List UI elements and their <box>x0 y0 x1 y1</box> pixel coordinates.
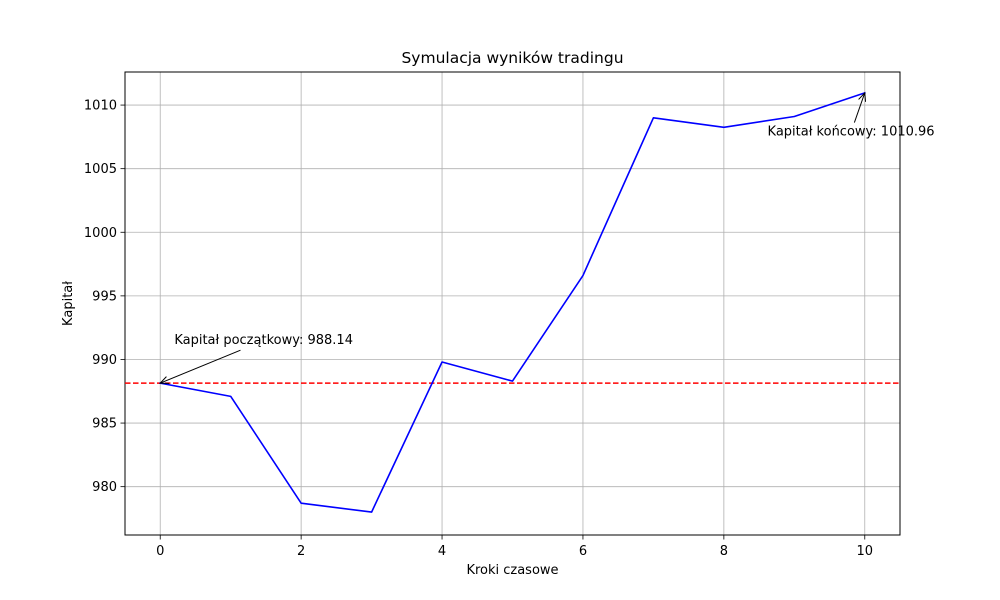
x-axis-label: Kroki czasowe <box>466 563 558 578</box>
series-group <box>159 91 866 513</box>
x-tick-label: 8 <box>720 544 728 559</box>
annotation-arrow-shaft <box>853 92 866 123</box>
x-tick-label: 0 <box>156 544 164 559</box>
x-tick-label: 6 <box>579 544 587 559</box>
annotation-arrow-head <box>858 91 867 102</box>
annotation-label: Kapitał początkowy: 988.14 <box>174 333 353 348</box>
grid <box>125 72 900 535</box>
plot-area <box>124 71 901 536</box>
annotation-arrow <box>853 91 867 123</box>
y-tick-label: 1005 <box>84 162 117 177</box>
y-axis: 980 985 990 995 1000 1005 1010 <box>84 99 125 495</box>
x-tick-label: 2 <box>297 544 305 559</box>
capital-line <box>159 91 866 513</box>
x-axis: 0 2 4 6 8 10 <box>156 535 873 559</box>
annotations: Kapitał początkowy: 988.14 Kapitał końcow… <box>159 91 935 384</box>
y-tick-label: 1010 <box>84 99 117 114</box>
annotation-label: Kapitał końcowy: 1010.96 <box>768 125 935 140</box>
y-tick-label: 1000 <box>84 226 117 241</box>
y-tick-label: 985 <box>92 417 117 432</box>
y-axis-label: Kapitał <box>61 281 76 326</box>
y-tick-label: 980 <box>92 480 117 495</box>
annotation-arrow <box>159 349 241 384</box>
chart-title: Symulacja wyników tradingu <box>401 49 623 67</box>
x-tick-label: 4 <box>438 544 446 559</box>
y-tick-label: 990 <box>92 353 117 368</box>
annotation-arrow-head <box>159 376 170 384</box>
x-tick-label: 10 <box>856 544 873 559</box>
annotation-arrow-shaft <box>160 349 241 384</box>
y-tick-label: 995 <box>92 289 117 304</box>
